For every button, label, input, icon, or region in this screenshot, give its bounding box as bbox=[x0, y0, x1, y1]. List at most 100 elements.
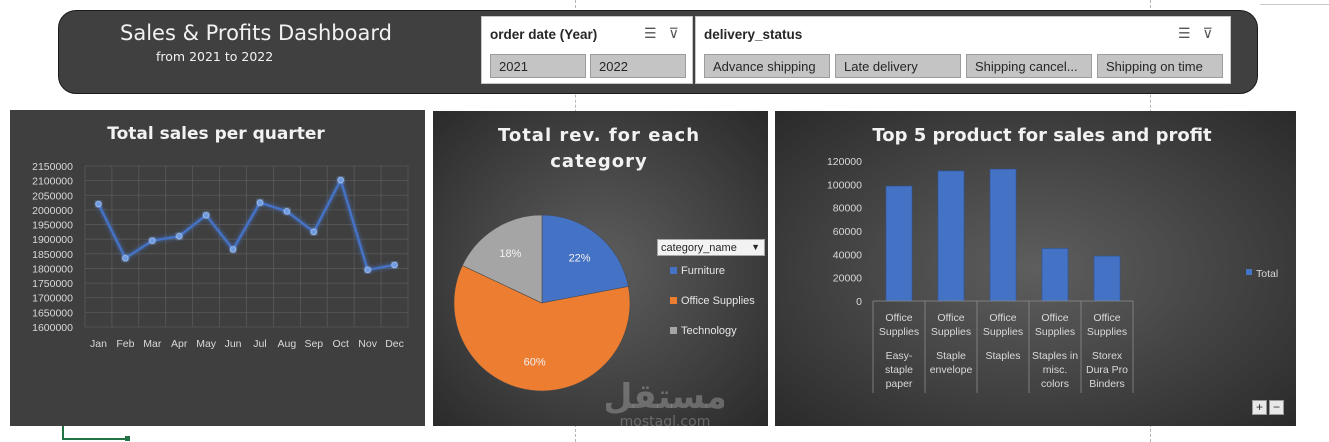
data-label: 18% bbox=[499, 248, 521, 260]
data-point bbox=[202, 211, 210, 219]
pie-slice bbox=[453, 265, 631, 392]
data-point bbox=[149, 237, 156, 244]
delivery-status-slicer[interactable]: delivery_status ☰ ⊽ Advance shipping Late… bbox=[695, 16, 1231, 84]
y-tick-label: 2050000 bbox=[32, 190, 73, 202]
fill-handle[interactable] bbox=[125, 436, 130, 441]
zoom-out-button[interactable]: − bbox=[1269, 400, 1284, 415]
x-product-label: Dura Pro bbox=[1086, 364, 1128, 376]
data-label: 22% bbox=[569, 253, 591, 265]
x-product-label: Easy- bbox=[886, 350, 913, 362]
data-point bbox=[337, 176, 344, 184]
y-tick-label: 2150000 bbox=[32, 161, 73, 173]
data-point bbox=[122, 255, 129, 262]
x-group-label: Supplies bbox=[931, 326, 971, 338]
bar-chart: Top 5 product for sales and profit 120000… bbox=[827, 125, 1278, 393]
x-group-label: Supplies bbox=[1087, 326, 1127, 338]
bar bbox=[989, 168, 1017, 302]
y-tick-label: 80000 bbox=[833, 203, 862, 215]
slicer-item-2021[interactable]: 2021 bbox=[490, 54, 586, 78]
y-tick-label: 1650000 bbox=[32, 307, 73, 319]
multi-select-icon[interactable]: ☰ bbox=[1178, 25, 1191, 41]
dashboard-title: Sales & Profits Dashboard bbox=[120, 21, 392, 45]
legend-label: Furniture bbox=[681, 265, 726, 277]
legend-swatch bbox=[1246, 269, 1252, 275]
legend-label: Total bbox=[1256, 268, 1278, 280]
x-product-label: envelope bbox=[930, 364, 973, 376]
clear-filter-icon[interactable]: ⊽ bbox=[668, 25, 679, 41]
y-tick-label: 40000 bbox=[833, 249, 862, 261]
pie-slice bbox=[461, 214, 543, 304]
x-tick-label: Dec bbox=[385, 338, 404, 350]
bar bbox=[1041, 248, 1069, 302]
x-product-label: staple bbox=[885, 364, 913, 376]
x-tick-label: May bbox=[196, 338, 217, 350]
x-group-label: Office bbox=[885, 312, 912, 324]
data-label: 60% bbox=[524, 356, 546, 368]
mostaql-logo-icon: مستقل bbox=[603, 377, 727, 417]
x-product-label: Staples bbox=[985, 350, 1020, 362]
slicer-item-advance-shipping[interactable]: Advance shipping bbox=[704, 54, 830, 78]
line-chart: Total sales per quarter 2150000 2100000 205… bbox=[32, 124, 409, 350]
x-group-label: Office bbox=[1093, 312, 1120, 324]
svg-text:مستقل: مستقل bbox=[606, 377, 724, 414]
legend-entry: Technology bbox=[670, 325, 737, 337]
y-tick-label: 2100000 bbox=[32, 176, 73, 188]
legend-swatch bbox=[670, 267, 677, 274]
slicer-item-shipping-on-time[interactable]: Shipping on time bbox=[1097, 54, 1223, 78]
dropdown-label: category_name bbox=[661, 242, 737, 254]
slicer-item-late-delivery[interactable]: Late delivery bbox=[835, 54, 961, 78]
slicer-title: delivery_status bbox=[704, 27, 803, 42]
x-group-label: Office bbox=[1041, 312, 1068, 324]
x-tick-label: Apr bbox=[171, 338, 188, 350]
line-chart-panel[interactable]: Total sales per quarter 2150000 2100000 205… bbox=[10, 110, 425, 426]
x-tick-label: Nov bbox=[358, 338, 377, 350]
y-tick-label: 1950000 bbox=[32, 220, 73, 232]
y-tick-label: 60000 bbox=[833, 226, 862, 238]
zoom-in-button[interactable]: + bbox=[1252, 400, 1267, 415]
x-tick-label: Oct bbox=[333, 338, 349, 350]
y-tick-label: 1600000 bbox=[32, 322, 73, 334]
chevron-down-icon[interactable]: ▼ bbox=[751, 242, 760, 252]
year-slicer[interactable]: order date (Year) ☰ ⊽ 2021 2022 bbox=[481, 16, 693, 84]
data-point bbox=[95, 200, 102, 208]
pie-chart: Total rev. for each category 22% 60% 18% bbox=[453, 125, 699, 392]
data-point bbox=[229, 246, 237, 253]
y-tick-label: 1700000 bbox=[32, 293, 73, 305]
slicer-title: order date (Year) bbox=[490, 27, 598, 42]
slicer-item-2022[interactable]: 2022 bbox=[590, 54, 686, 78]
watermark-site: mostaql.com bbox=[619, 414, 711, 430]
legend-swatch bbox=[670, 297, 677, 304]
y-tick-label: 120000 bbox=[827, 156, 862, 168]
x-tick-label: Jun bbox=[225, 338, 242, 350]
legend-swatch bbox=[670, 327, 677, 334]
x-product-label: colors bbox=[1041, 378, 1069, 390]
legend-label: Technology bbox=[681, 325, 737, 337]
bar-chart-panel[interactable]: Top 5 product for sales and profit 120000… bbox=[775, 111, 1296, 426]
legend-label: Office Supplies bbox=[681, 295, 755, 307]
x-group-label: Supplies bbox=[1035, 326, 1075, 338]
multi-select-icon[interactable]: ☰ bbox=[644, 25, 657, 41]
y-tick-label: 2000000 bbox=[32, 205, 73, 217]
y-tick-label: 1900000 bbox=[32, 234, 73, 246]
y-tick-label: 100000 bbox=[827, 179, 862, 191]
active-cell-selection[interactable] bbox=[62, 422, 128, 440]
x-tick-label: Feb bbox=[116, 338, 134, 350]
y-tick-label: 1800000 bbox=[32, 263, 73, 275]
category-filter-dropdown[interactable]: category_name ▼ bbox=[657, 239, 765, 256]
chart-title: Total sales per quarter bbox=[107, 124, 325, 144]
pie-chart-panel[interactable]: Total rev. for each category 22% 60% 18% bbox=[433, 111, 768, 426]
data-point bbox=[283, 208, 291, 215]
bar bbox=[885, 185, 913, 302]
slicer-item-shipping-canceled[interactable]: Shipping cancel... bbox=[966, 54, 1092, 78]
pie-slice bbox=[541, 214, 629, 304]
x-tick-label: Jul bbox=[253, 338, 266, 350]
clear-filter-icon[interactable]: ⊽ bbox=[1202, 25, 1213, 41]
x-product-label: misc. bbox=[1043, 364, 1068, 376]
x-tick-label: Sep bbox=[304, 338, 323, 350]
data-point bbox=[176, 233, 183, 240]
data-point bbox=[391, 261, 398, 269]
y-tick-label: 1750000 bbox=[32, 278, 73, 290]
x-group-label: Office bbox=[937, 312, 964, 324]
bar bbox=[937, 170, 965, 302]
